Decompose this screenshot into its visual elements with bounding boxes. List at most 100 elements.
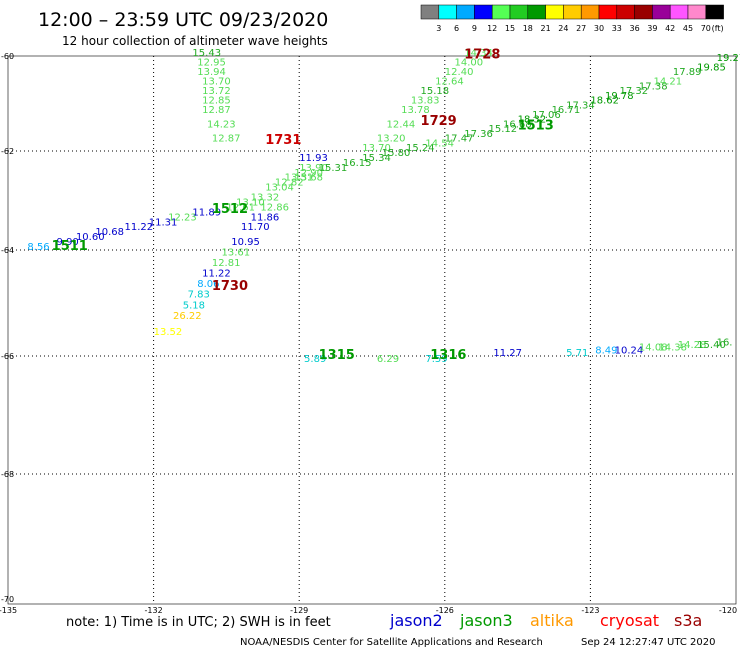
wave-height-label: 18.62 [590,96,619,107]
wave-height-label: 11.31 [149,217,178,228]
wave-height-label: 15.80 [382,148,411,159]
colorbar-tick-label: 45 [683,24,693,33]
colorbar-swatch [438,4,457,20]
track-1731: 15.4312.9513.9413.7013.7212.8512.8714.23… [192,48,301,148]
wave-height-label: 17.32 [620,86,649,97]
wave-height-label: 16.71 [552,105,581,116]
colorbar-swatch [652,4,671,20]
wave-height-label: 14.23 [207,119,236,130]
wave-height-label: 11.93 [299,153,328,164]
map-title: 12:00 – 23:59 UTC 09/23/2020 [38,9,328,31]
colorbar-tick-label: 3 [436,24,441,33]
wave-height-label: 6.29 [377,354,399,365]
wave-height-label: 17.36 [464,129,493,140]
wave-height-label: 19.27 [717,53,740,64]
wave-height-label: 16. [717,337,733,348]
wave-height-label: 10.24 [615,345,644,356]
track-time-label: 1728 [464,47,500,62]
wave-height-label: 7.59 [425,354,447,365]
satellite-legend-s3a: s3a [674,611,702,630]
wave-height-label: 14.28 [678,340,707,351]
wave-height-label: 13.90 [299,163,328,174]
wave-height-label: 5.18 [183,300,205,311]
wave-height-label: 18.32 [518,115,547,126]
footer: note: 1) Time is in UTC; 2) SWH is in fe… [66,611,715,648]
wave-height-label: 15.24 [406,143,435,154]
latitude-label: -64 [1,246,14,255]
wave-height-label: 11.89 [192,207,221,218]
wave-height-label: 13.10 [236,197,265,208]
wave-height-label: 13.94 [197,67,226,78]
wave-height-label: 17.34 [566,100,595,111]
wave-height-label: 10.68 [95,227,124,238]
colorbar-tick-label: 30 [594,24,604,33]
colorbar-tick-label: 33 [612,24,622,33]
colorbar-swatch [509,4,529,20]
wave-height-label: 19.78 [605,91,634,102]
wave-height-label: 13.78 [401,105,430,116]
track-time-label: 1731 [265,133,301,148]
satellite-legend-jason3: jason3 [459,611,513,630]
longitude-label: -129 [290,606,308,615]
wave-height-label: 12.23 [168,212,197,223]
colorbar-tick-label: 39 [647,24,657,33]
wave-height-label: 10.60 [76,232,105,243]
wave-height-label: 8.49 [595,345,617,356]
track-time-label: 1511 [52,239,88,254]
wave-height-label: 5.89 [304,354,326,365]
track-time-label: 1512 [212,202,248,217]
colorbar-swatch [491,4,511,20]
wave-height-label: 17.47 [445,134,474,145]
wave-height-label: 13.83 [411,96,440,107]
wave-height-label: 12.95 [197,58,226,69]
colorbar-tick-label: 18 [523,24,533,33]
latitude-label: -66 [1,352,14,361]
wave-height-label: 11.22 [202,269,231,280]
colorbar-swatch [705,4,724,20]
wave-height-label: 26.22 [173,311,202,322]
wave-height-label: 12.81 [212,258,241,269]
colorbar-swatch [687,4,707,20]
colorbar-swatch [616,4,635,20]
graticule-grid [8,56,736,604]
wave-height-label: 14.08 [639,343,668,354]
wave-height-label: 13.70 [362,143,391,154]
colorbar-swatch [598,4,618,20]
longitude-label: -135 [0,606,17,615]
longitude-label: -120 [719,606,737,615]
colorbar-swatch [563,4,582,20]
colorbar-tick-label: 12 [487,24,497,33]
wave-height-label: 11.70 [241,222,270,233]
longitude-label: -132 [145,606,163,615]
wave-height-label: 13.04 [265,183,294,194]
colorbar-swatch [669,4,689,20]
colorbar-swatch [527,4,546,20]
track-1316: 6.29 7.59 11.27 5.71 8.4910.2414.0814.3814.2… [377,337,733,365]
wave-height-label: 12.87 [202,105,231,116]
axis-labels: -60 -62 -64 -66 -68 -70 -135 -132 -129 -126 -123 -1… [0,52,737,615]
wave-height-label: 5.71 [566,348,588,359]
satellite-legend-jason2: jason2 [389,611,443,630]
colorbar-swatch [545,4,564,20]
colorbar-swatch [456,4,475,20]
colorbar-swatch [580,4,600,20]
wave-height-label: 15.12 [488,124,517,135]
colorbar-tick-label: 24 [558,24,568,33]
wave-height-label: 8.06 [197,279,219,290]
wave-height-label: 12.86 [260,202,289,213]
latitude-label: -68 [1,470,14,479]
track-1513: 15.3116.1515.3415.8015.2414.5417.4717.36… [319,53,740,174]
colorbar-tick-label: 36 [630,24,640,33]
wave-height-label: 13.68 [294,173,323,184]
wave-height-label: 15.34 [362,153,391,164]
colorbar-tick-label: 42 [665,24,675,33]
wave-height-label: 14.34 [464,48,493,59]
wave-height-label: 12.40 [445,67,474,78]
colorbar-tick-label: 6 [454,24,459,33]
satellite-legend-altika: altika [530,611,574,630]
wave-height-label: 13.61 [222,247,251,258]
wave-height-label: 13.52 [154,327,183,338]
